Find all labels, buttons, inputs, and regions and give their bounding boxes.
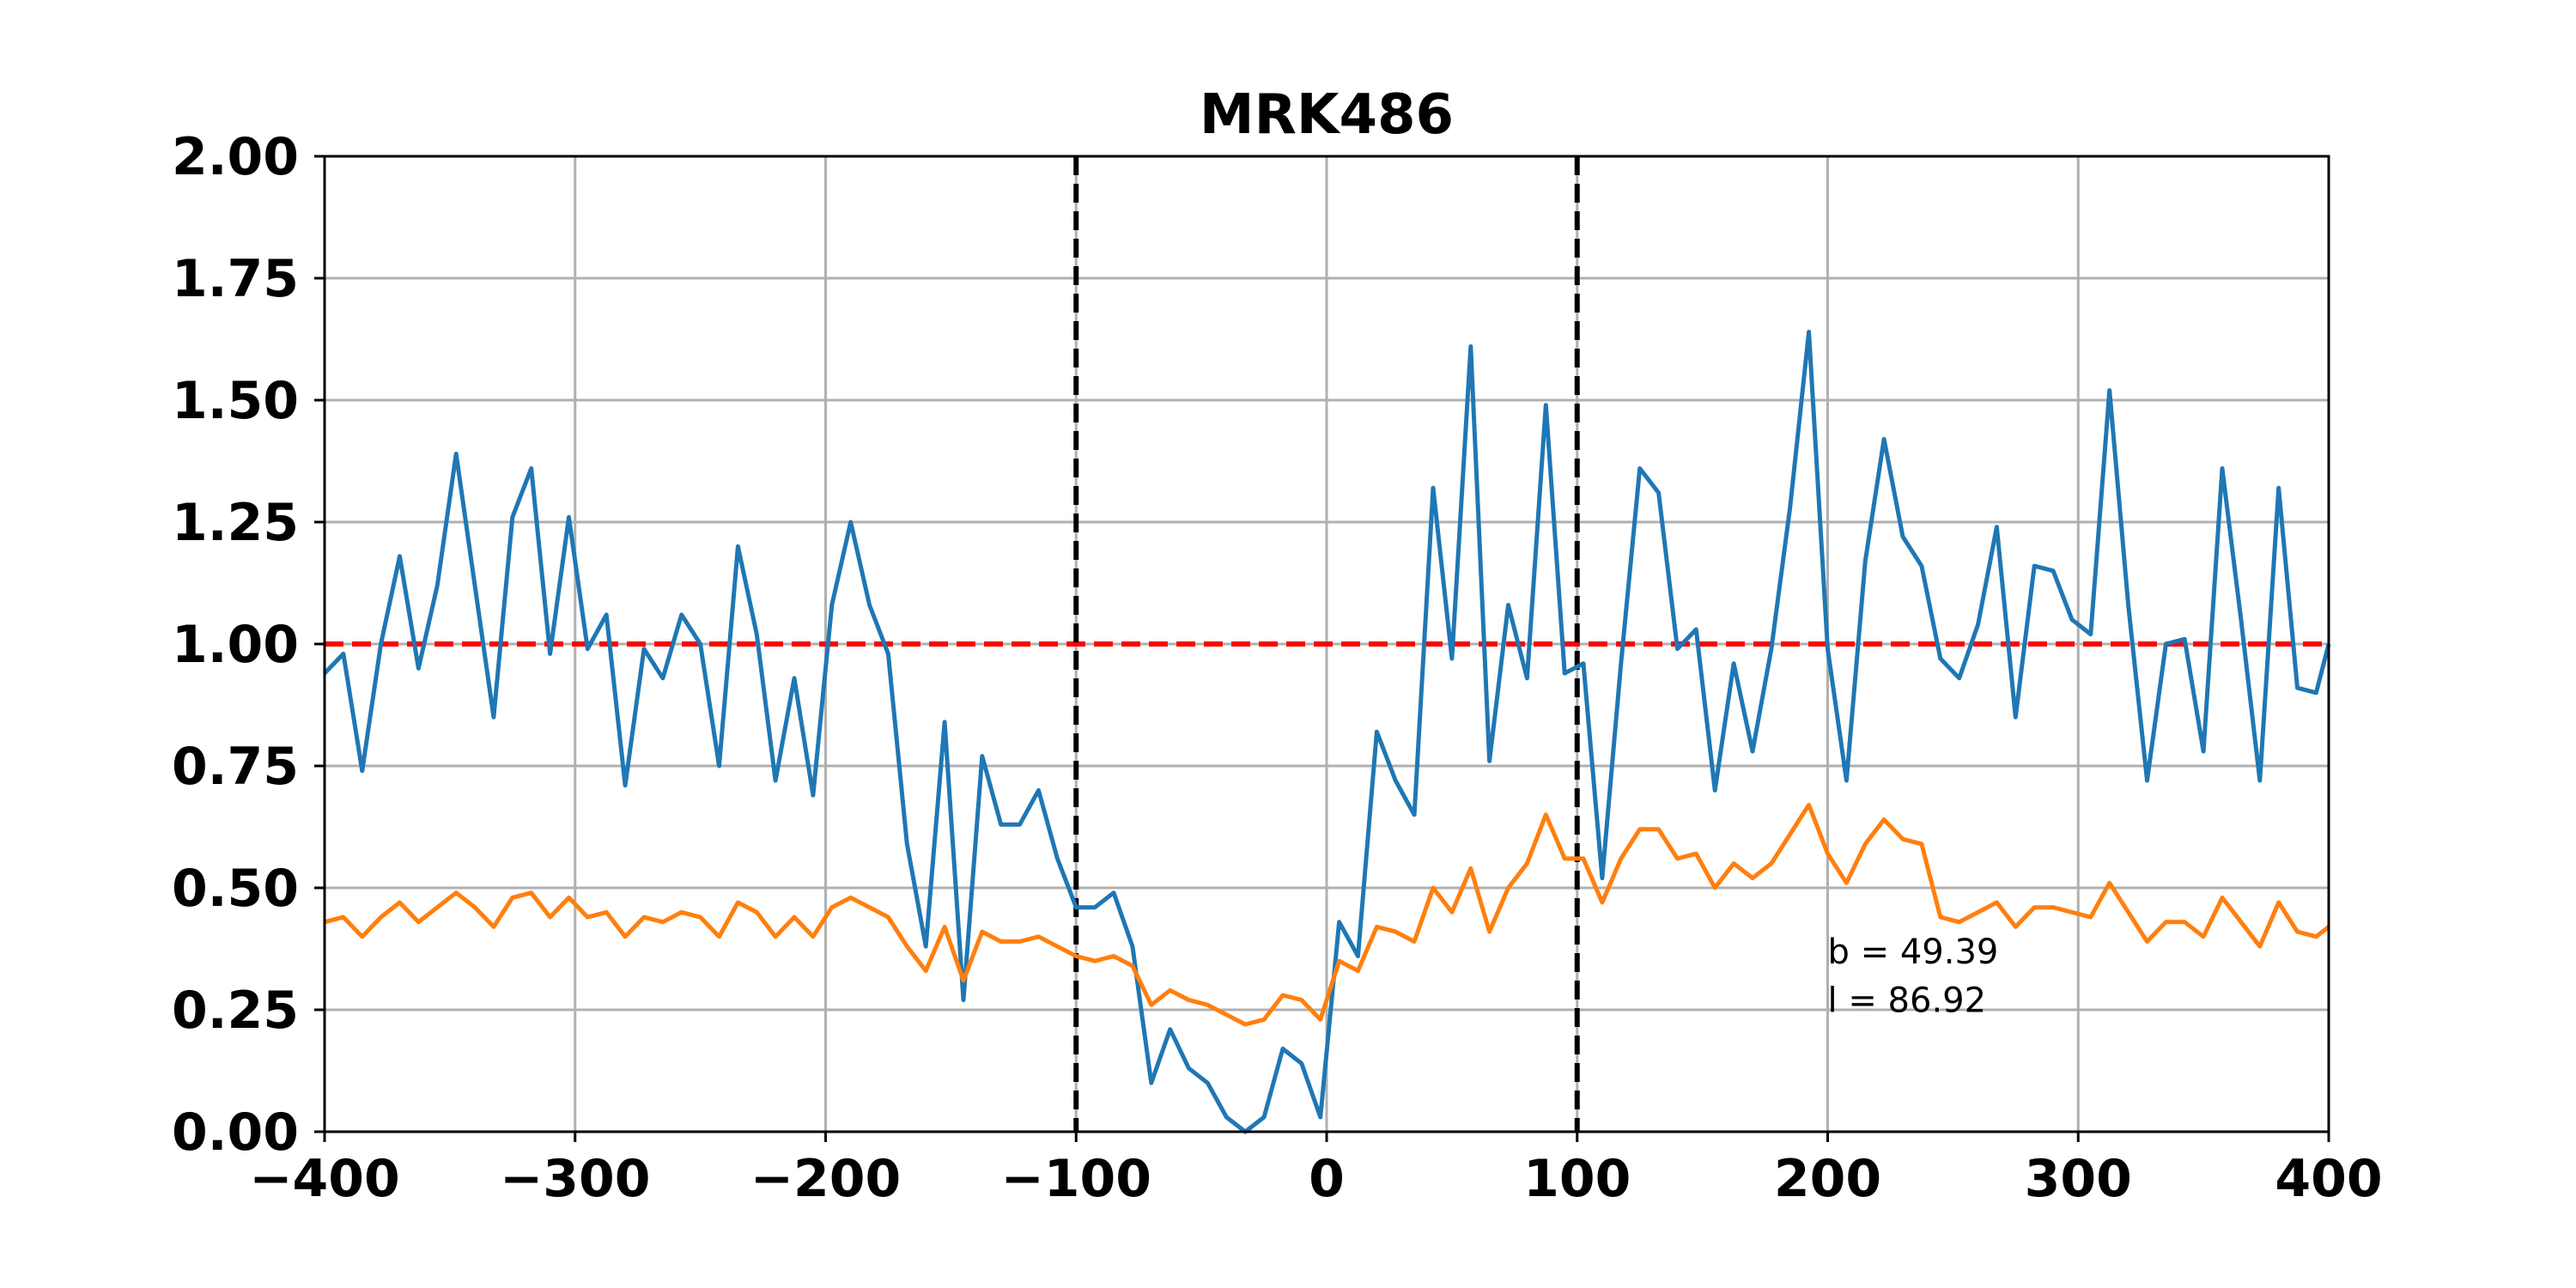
x-tick-label: 100 <box>1523 1149 1631 1209</box>
y-tick-label: 0.75 <box>172 737 299 797</box>
x-tick-label: 200 <box>1774 1149 1881 1209</box>
y-tick-label: 0.25 <box>172 981 299 1041</box>
series-line-1 <box>323 330 2331 1134</box>
x-axis-tick-labels: −400 −300 −200 −100 0 100 200 300 400 <box>249 1149 2382 1209</box>
y-tick-label: 2.00 <box>172 127 299 187</box>
reference-lines <box>325 156 2329 1132</box>
annotations: b = 49.39 l = 86.92 <box>1828 933 1999 1021</box>
annotation-text: l = 86.92 <box>1828 981 1987 1021</box>
y-axis-tick-labels: 0.00 0.25 0.50 0.75 1.00 1.25 1.50 1.75 2.00 <box>172 127 299 1163</box>
y-tick-label: 1.75 <box>172 249 299 309</box>
series <box>323 330 2331 1134</box>
x-tick-label: 0 <box>1309 1149 1345 1209</box>
y-tick-label: 1.00 <box>172 615 299 675</box>
annotation-text: b = 49.39 <box>1828 933 1999 972</box>
x-tick-label: −400 <box>249 1149 400 1209</box>
y-tick-label: 1.25 <box>172 493 299 553</box>
y-tick-label: 1.50 <box>172 371 299 431</box>
y-tick-label: 0.00 <box>172 1103 299 1163</box>
ticks <box>314 155 2330 1142</box>
y-tick-label: 0.50 <box>172 859 299 919</box>
chart-title: MRK486 <box>1200 83 1454 147</box>
series-line-2 <box>324 802 2330 1027</box>
x-tick-label: −200 <box>750 1149 902 1209</box>
x-tick-label: 300 <box>2025 1149 2132 1209</box>
x-tick-label: −100 <box>1000 1149 1151 1209</box>
x-tick-label: 400 <box>2275 1149 2382 1209</box>
x-tick-label: −300 <box>500 1149 651 1209</box>
